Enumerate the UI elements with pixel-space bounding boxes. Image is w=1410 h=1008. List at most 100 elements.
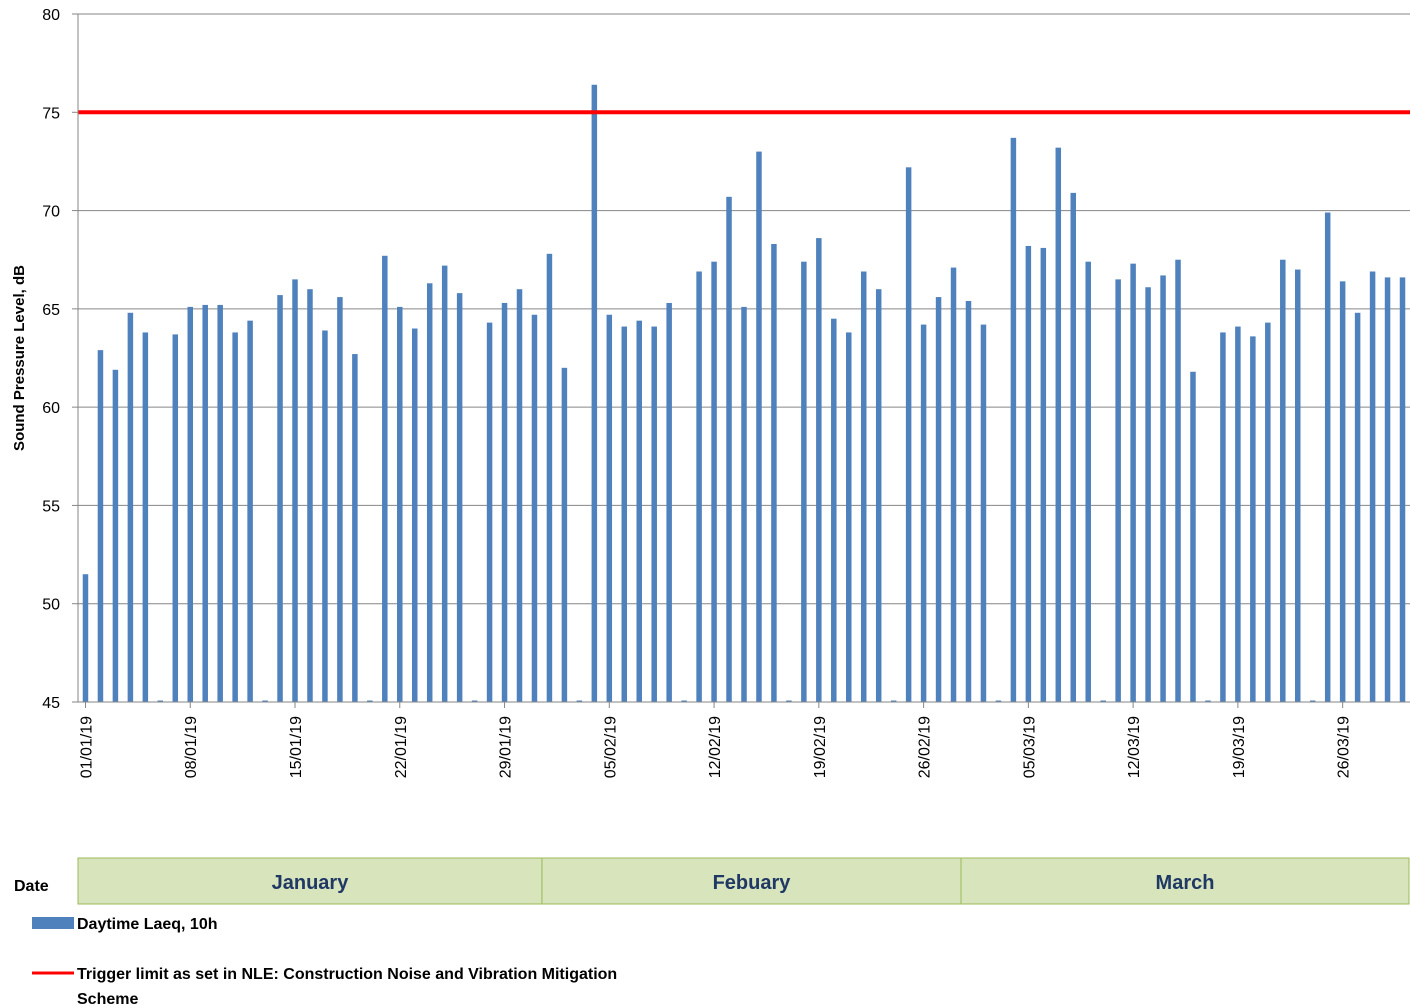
bar (965, 300, 972, 702)
bar (995, 700, 1002, 702)
bar (606, 314, 613, 702)
bar (860, 271, 867, 702)
legend-label-trigger-limit: Trigger limit as set in NLE: Constructio… (77, 966, 617, 983)
bar (846, 332, 852, 702)
bar (920, 324, 927, 702)
bar (1100, 700, 1106, 702)
y-axis-title: Sound Pressure Level, dB (11, 265, 28, 451)
bar (831, 318, 837, 702)
month-cell (541, 857, 962, 905)
x-tick-label: 26/03/19 (1336, 716, 1353, 778)
bar (337, 297, 343, 702)
bar (1369, 271, 1376, 702)
bar (696, 271, 702, 702)
bar (621, 326, 628, 702)
y-tick-label: 60 (42, 400, 60, 417)
bar (411, 328, 418, 702)
bar (382, 255, 388, 703)
bar (1085, 261, 1091, 702)
month-label: January (272, 872, 350, 894)
bar (172, 334, 179, 702)
bar (247, 320, 253, 702)
bar (1384, 277, 1391, 702)
bar (352, 354, 358, 702)
legend-label-trigger-limit-line2: Scheme (77, 991, 138, 1008)
bar (1130, 263, 1136, 702)
bar (816, 238, 822, 702)
month-label: Febuary (713, 872, 792, 894)
x-tick-label: 12/03/19 (1126, 716, 1143, 778)
bar (1235, 326, 1241, 702)
bar (277, 295, 283, 702)
legend: Daytime Laeq, 10h Trigger limit as set i… (32, 916, 617, 1008)
bar (367, 700, 373, 702)
bar (516, 289, 523, 702)
bar (1160, 275, 1166, 702)
bar (1115, 279, 1121, 702)
bar (905, 167, 912, 703)
bar (726, 196, 732, 702)
y-tick-label: 50 (42, 597, 60, 614)
bar (142, 332, 149, 702)
bar (1070, 192, 1077, 702)
bar (1190, 371, 1196, 702)
bar (890, 700, 897, 702)
x-tick-label: 19/02/19 (812, 716, 829, 778)
bar (1025, 245, 1032, 702)
bar (1354, 312, 1361, 702)
bar (322, 330, 328, 702)
bar (756, 151, 762, 703)
month-band-header: Date (14, 878, 49, 895)
bar (1295, 269, 1301, 702)
bar (1265, 322, 1271, 702)
y-tick-labels: 45 50 55 60 65 70 75 80 (42, 7, 60, 712)
bar (591, 84, 598, 702)
bar (801, 261, 807, 702)
bar (561, 367, 568, 702)
bar (202, 304, 208, 702)
bar (1250, 336, 1256, 702)
bar (875, 289, 882, 702)
bar (307, 289, 313, 702)
bar (292, 279, 298, 702)
bar (546, 253, 553, 702)
bar (741, 306, 747, 702)
y-tick-label: 55 (42, 498, 60, 515)
x-tick-label: 29/01/19 (498, 716, 515, 778)
bar (501, 302, 508, 702)
bar (1055, 147, 1062, 702)
bar (82, 574, 89, 702)
bar (1205, 700, 1211, 702)
y-tick-label: 65 (42, 302, 60, 319)
x-tick-label: 15/01/19 (288, 716, 305, 778)
x-tick-label: 01/01/19 (78, 716, 95, 778)
x-tick-label: 12/02/19 (707, 716, 724, 778)
bar (771, 243, 777, 702)
bar (531, 314, 538, 702)
bar (681, 700, 687, 702)
month-cell (960, 857, 1410, 905)
bar (1309, 700, 1316, 702)
bar (262, 700, 268, 702)
bar (636, 320, 642, 702)
bar (980, 324, 987, 702)
x-tick-label: 22/01/19 (393, 716, 410, 778)
bar (1040, 247, 1047, 703)
bar (935, 297, 942, 702)
bar (950, 267, 957, 702)
month-label: March (1156, 872, 1215, 894)
bar (127, 312, 134, 702)
bar (1220, 332, 1226, 702)
bar (217, 304, 223, 702)
x-tick-label: 05/03/19 (1021, 716, 1038, 778)
bar (456, 293, 463, 702)
bar (97, 350, 104, 702)
bars (82, 84, 1406, 703)
bar (232, 332, 238, 702)
bar (666, 302, 672, 702)
axes (72, 13, 1410, 708)
bar (651, 326, 657, 702)
bar (426, 283, 433, 702)
bar (112, 369, 119, 702)
